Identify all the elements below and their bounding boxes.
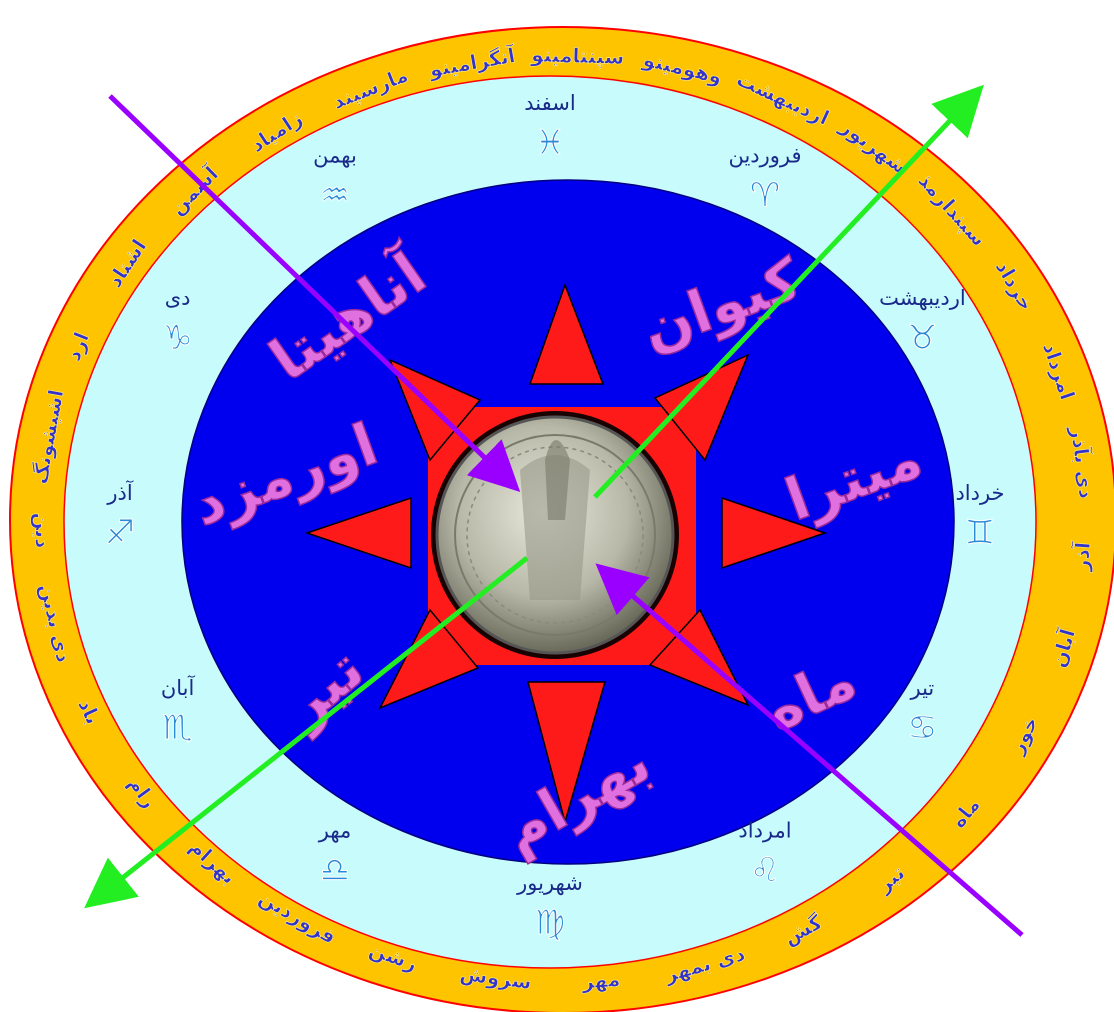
- green-arrow-lower: [84, 556, 529, 909]
- outer-ring-label: سپنتامینو: [530, 42, 625, 70]
- star-spike: [527, 681, 606, 825]
- month-label: فروردین: [728, 143, 801, 167]
- month-label: مهر: [318, 819, 352, 843]
- star-spike: [528, 282, 605, 385]
- purple-arrow-upper: [108, 94, 521, 492]
- zodiac-sign-icon: ♉: [907, 318, 937, 358]
- zodiac-sign-icon: ♓: [535, 123, 565, 163]
- zodiac-sign-icon: ♒: [320, 175, 350, 215]
- purple-arrow-lower: [595, 563, 1024, 937]
- month-label: اردیبهشت: [879, 286, 966, 310]
- month-label: بهمن: [313, 143, 357, 167]
- star-spike: [304, 496, 412, 570]
- month-label: اسفند: [524, 91, 575, 115]
- outer-ring-label: دین: [30, 512, 55, 548]
- month-label: تیر: [910, 676, 935, 700]
- star-spike: [653, 353, 750, 462]
- zodiac-sign-icon: ♋: [907, 708, 937, 748]
- outer-ring-label: آذر: [1068, 540, 1095, 573]
- month-label: آذر: [106, 480, 133, 505]
- zodiac-sign-icon: ♍: [535, 903, 565, 943]
- zodiac-sign-icon: ♎: [320, 851, 350, 891]
- month-labels: اسفند ♓ فروردین ♈ اردیبهشت ♉ خرداد ♊ تیر ♋ امرداد ♌…: [104, 91, 1004, 944]
- month-label: شهریور: [516, 871, 583, 895]
- zodiac-sign-icon: ♌: [750, 851, 780, 891]
- outer-ring-label: مهر: [580, 967, 621, 994]
- zodiac-sign-icon: ♊: [965, 513, 995, 553]
- green-arrow-upper: [593, 84, 984, 499]
- month-label: آبان: [161, 675, 196, 700]
- month-label: دی: [165, 286, 191, 310]
- month-label: امرداد: [738, 819, 791, 843]
- zodiac-sign-icon: ♈: [750, 175, 780, 215]
- zodiac-sign-icon: ♏: [162, 708, 192, 748]
- zodiac-sign-icon: ♑: [162, 318, 192, 358]
- month-label: خرداد: [955, 481, 1004, 505]
- star-spike: [378, 608, 480, 710]
- star-spike: [721, 496, 828, 570]
- zodiac-sign-icon: ♐: [105, 513, 135, 553]
- star-spike: [648, 608, 750, 707]
